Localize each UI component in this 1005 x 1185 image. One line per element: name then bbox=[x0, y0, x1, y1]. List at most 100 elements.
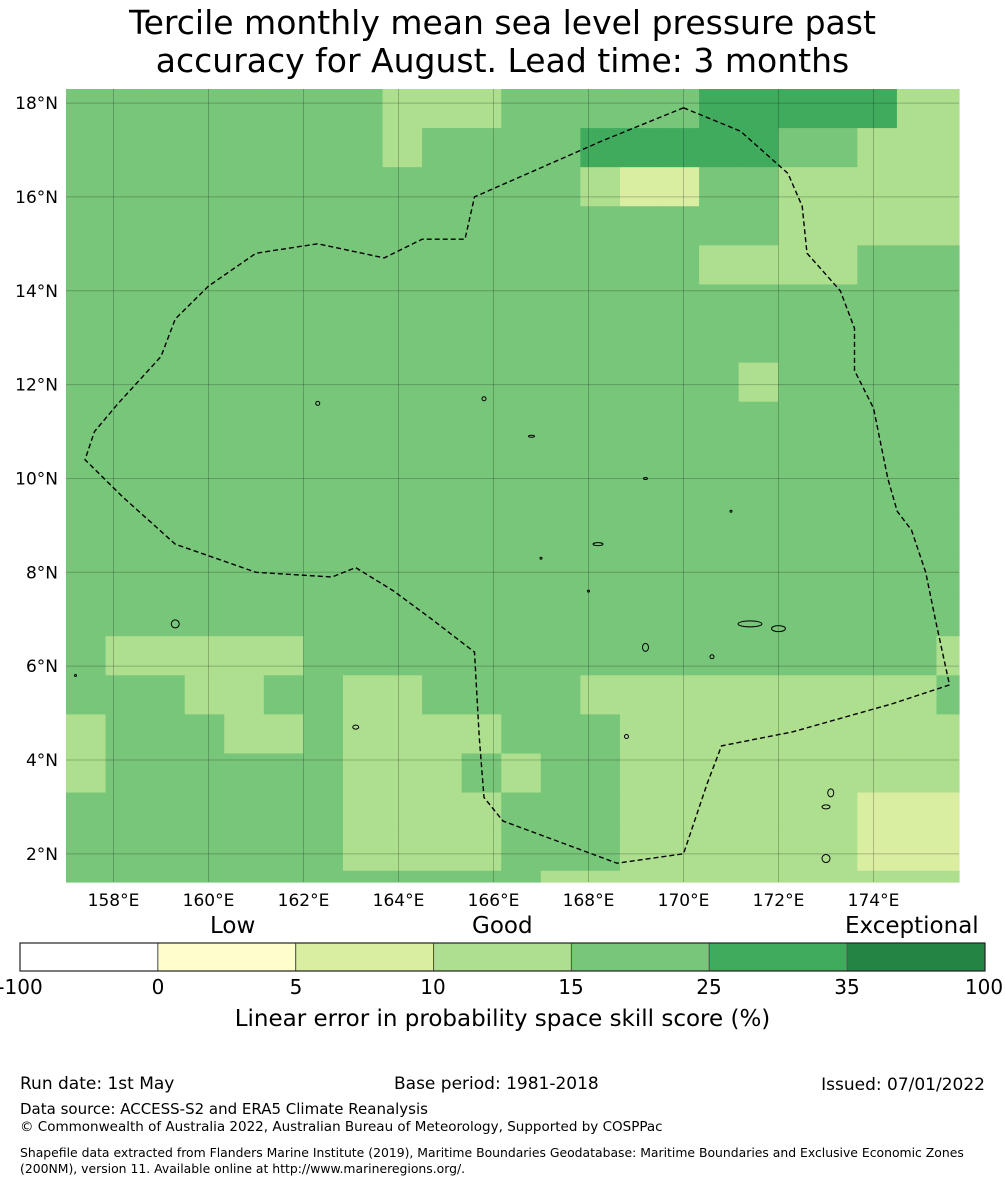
skill-cell bbox=[699, 167, 740, 207]
skill-cell bbox=[699, 89, 740, 129]
skill-cell bbox=[619, 284, 661, 325]
colorbar bbox=[19, 942, 986, 972]
skill-cell bbox=[303, 167, 344, 207]
skill-cell bbox=[66, 167, 107, 207]
skill-cell bbox=[66, 323, 107, 364]
skill-cell bbox=[105, 89, 146, 129]
skill-cell bbox=[263, 323, 305, 364]
skill-cell bbox=[263, 245, 305, 286]
skill-cell bbox=[659, 323, 700, 364]
skill-cell bbox=[936, 284, 960, 325]
colorbar-title: Linear error in probability space skill … bbox=[234, 1006, 771, 1032]
skill-cell bbox=[224, 440, 265, 481]
skill-cell bbox=[896, 479, 938, 520]
skill-cell bbox=[896, 636, 938, 676]
skill-cell bbox=[817, 89, 858, 129]
colorbar-tick-label: 5 bbox=[289, 975, 303, 999]
skill-cell bbox=[896, 323, 938, 364]
colorbar-category-good: Good bbox=[472, 913, 533, 939]
skill-cell bbox=[342, 870, 384, 883]
skill-cell bbox=[738, 792, 779, 833]
skill-cell bbox=[896, 89, 938, 129]
skill-grid bbox=[66, 89, 960, 883]
skill-cell bbox=[619, 675, 661, 715]
skill-cell bbox=[936, 401, 960, 442]
skill-cell bbox=[422, 206, 463, 246]
skill-cell bbox=[857, 792, 898, 833]
skill-cell bbox=[501, 89, 542, 129]
skill-cell bbox=[105, 362, 146, 403]
skill-cell bbox=[896, 518, 938, 559]
skill-cell bbox=[105, 831, 146, 872]
skill-cell bbox=[263, 714, 305, 755]
skill-cell bbox=[303, 792, 344, 833]
skill-cell bbox=[224, 401, 265, 442]
skill-cell bbox=[580, 518, 621, 559]
x-axis-ticks: 158°E 160°E 162°E 164°E 166°E 168°E 170°E 172°E… bbox=[88, 891, 900, 911]
skill-cell bbox=[145, 284, 186, 325]
skill-cell bbox=[619, 636, 661, 676]
skill-cell bbox=[303, 284, 344, 325]
y-tick-label: 2°N bbox=[26, 845, 58, 865]
skill-cell bbox=[857, 362, 898, 403]
skill-cell bbox=[66, 753, 107, 794]
skill-cell bbox=[303, 440, 344, 481]
skill-cell bbox=[896, 167, 938, 207]
skill-cell bbox=[699, 792, 740, 833]
skill-cell bbox=[263, 597, 305, 637]
skill-cell bbox=[303, 831, 344, 872]
skill-cell bbox=[422, 128, 463, 168]
island-outline bbox=[481, 396, 487, 402]
skill-cell bbox=[184, 479, 225, 520]
skill-cell bbox=[145, 714, 186, 755]
title-line-2: accuracy for August. Lead time: 3 months bbox=[155, 41, 850, 80]
skill-cell bbox=[501, 831, 542, 872]
skill-cell bbox=[66, 831, 107, 872]
skill-cell bbox=[422, 440, 463, 481]
skill-cell bbox=[105, 753, 146, 794]
skill-cell bbox=[659, 401, 700, 442]
skill-cell bbox=[817, 245, 858, 286]
island-outline bbox=[315, 400, 321, 406]
skill-cell bbox=[738, 675, 779, 715]
skill-cell bbox=[66, 128, 107, 168]
skill-cell bbox=[422, 831, 463, 872]
skill-cell bbox=[342, 518, 384, 559]
skill-cell bbox=[422, 362, 463, 403]
skill-cell bbox=[263, 89, 305, 129]
skill-cell bbox=[738, 89, 779, 129]
skill-cell bbox=[540, 792, 581, 833]
skill-cell bbox=[224, 89, 265, 129]
skill-cell bbox=[540, 597, 581, 637]
skill-cell bbox=[461, 558, 502, 598]
skill-cell bbox=[936, 675, 960, 715]
skill-cell bbox=[540, 479, 581, 520]
skill-cell bbox=[778, 870, 819, 883]
x-tick-label: 160°E bbox=[183, 891, 235, 911]
skill-cell bbox=[382, 714, 423, 755]
skill-cell bbox=[105, 284, 146, 325]
skill-cell bbox=[540, 362, 581, 403]
y-tick-label: 6°N bbox=[26, 657, 58, 677]
island-outline bbox=[771, 625, 786, 633]
skill-cell bbox=[303, 675, 344, 715]
skill-cell bbox=[501, 558, 542, 598]
skill-cell bbox=[342, 128, 384, 168]
skill-cell bbox=[580, 714, 621, 755]
skill-cell bbox=[145, 597, 186, 637]
skill-cell bbox=[619, 479, 661, 520]
skill-cell bbox=[224, 362, 265, 403]
skill-cell bbox=[699, 518, 740, 559]
skill-cell bbox=[342, 558, 384, 598]
skill-cell bbox=[540, 401, 581, 442]
skill-cell bbox=[857, 206, 898, 246]
skill-cell bbox=[422, 323, 463, 364]
x-tick-label: 164°E bbox=[373, 891, 425, 911]
skill-cell bbox=[145, 362, 186, 403]
skill-cell bbox=[66, 89, 107, 129]
skill-cell bbox=[817, 753, 858, 794]
skill-cell bbox=[263, 636, 305, 676]
skill-cell bbox=[501, 675, 542, 715]
x-tick-label: 158°E bbox=[88, 891, 140, 911]
skill-cell bbox=[580, 284, 621, 325]
